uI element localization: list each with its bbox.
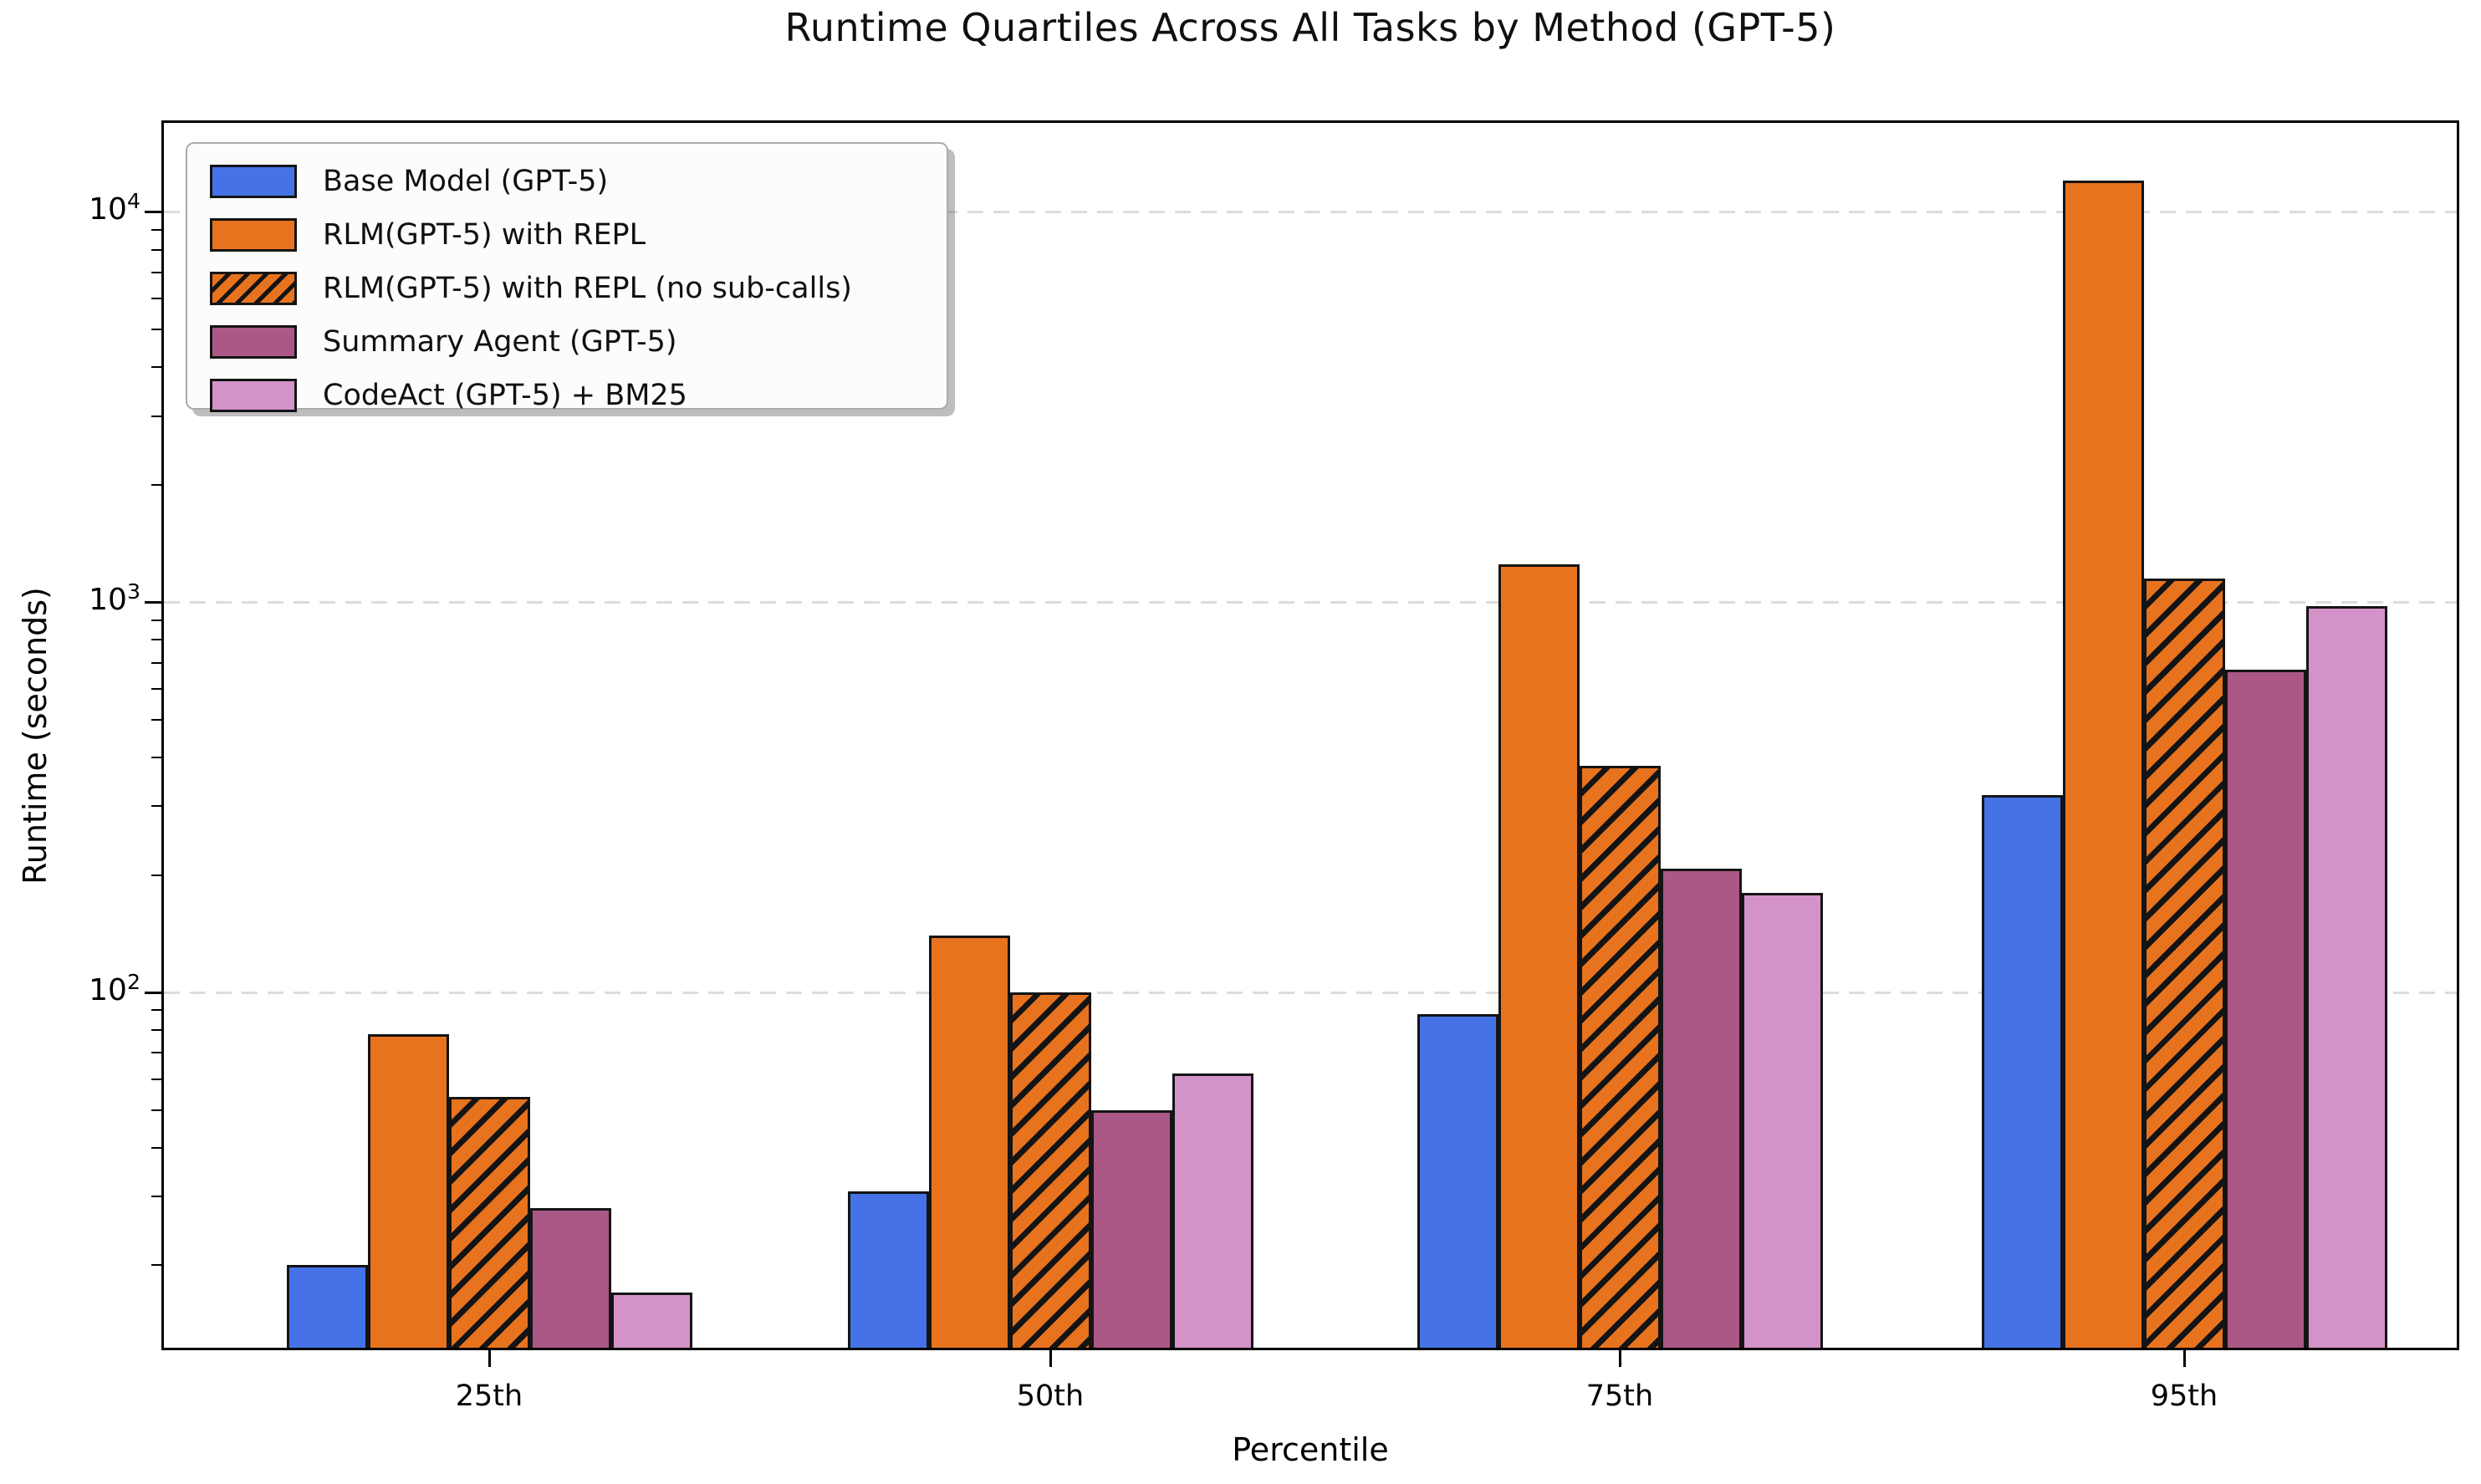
y-minor-tick <box>151 1029 161 1032</box>
bar <box>2224 670 2306 1350</box>
y-minor-tick <box>151 248 161 251</box>
legend-item-label: Summary Agent (GPT-5) <box>323 325 677 359</box>
legend-item: Base Model (GPT-5) <box>210 165 930 198</box>
y-minor-tick <box>151 271 161 273</box>
y-minor-tick <box>151 366 161 369</box>
y-minor-tick <box>151 1009 161 1012</box>
y-minor-tick <box>151 297 161 299</box>
y-major-tick <box>145 210 161 213</box>
y-minor-tick <box>151 1109 161 1111</box>
bar <box>610 1293 692 1350</box>
y-minor-tick <box>151 687 161 690</box>
bar <box>529 1208 611 1350</box>
bar <box>1579 766 1661 1350</box>
gridline <box>164 991 2457 994</box>
y-axis-label: Runtime (seconds) <box>17 587 54 885</box>
x-axis-label: Percentile <box>1232 1431 1389 1468</box>
bar <box>1009 992 1091 1350</box>
bar <box>2305 606 2387 1350</box>
legend-item: CodeAct (GPT-5) + BM25 <box>210 379 930 412</box>
legend-item: Summary Agent (GPT-5) <box>210 325 930 359</box>
bar <box>1090 1109 1172 1350</box>
legend-swatch <box>210 218 297 252</box>
y-minor-tick <box>151 415 161 417</box>
legend-swatch <box>210 379 297 412</box>
bar <box>2062 181 2144 1350</box>
x-major-tick <box>488 1350 491 1367</box>
y-minor-tick <box>151 483 161 486</box>
y-minor-tick <box>151 328 161 330</box>
gridline <box>164 210 2457 213</box>
y-minor-tick <box>151 1264 161 1267</box>
x-tick-label: 95th <box>2150 1379 2218 1413</box>
y-minor-tick <box>151 718 161 721</box>
bar <box>1417 1014 1498 1350</box>
plot-area <box>164 123 2457 1350</box>
bar <box>367 1034 449 1350</box>
bar <box>1660 868 1742 1350</box>
bar <box>1172 1073 1253 1350</box>
y-minor-tick <box>151 1196 161 1198</box>
bar <box>928 935 1010 1350</box>
x-tick-label: 50th <box>1016 1379 1085 1413</box>
x-tick-label: 25th <box>455 1379 523 1413</box>
y-minor-tick <box>151 1052 161 1054</box>
x-tick-label: 75th <box>1585 1379 1654 1413</box>
legend-item-label: RLM(GPT-5) with REPL (no sub-calls) <box>323 272 852 305</box>
x-major-tick <box>1618 1350 1621 1367</box>
y-major-tick <box>145 991 161 994</box>
legend: Base Model (GPT-5) RLM(GPT-5) with REPL RL… <box>186 142 948 412</box>
legend-item-label: RLM(GPT-5) with REPL <box>323 218 646 252</box>
y-tick-label: 103 <box>89 579 140 618</box>
y-minor-tick <box>151 1146 161 1149</box>
y-minor-tick <box>151 619 161 621</box>
y-minor-tick <box>151 639 161 641</box>
legend-item-label: CodeAct (GPT-5) + BM25 <box>323 379 687 412</box>
y-minor-tick <box>151 757 161 759</box>
legend-item: RLM(GPT-5) with REPL <box>210 218 930 252</box>
y-minor-tick <box>151 1078 161 1080</box>
bar <box>286 1265 368 1350</box>
y-minor-tick <box>151 874 161 876</box>
bar <box>1741 892 1823 1350</box>
bar <box>1981 795 2063 1350</box>
y-minor-tick <box>151 228 161 231</box>
legend-item: RLM(GPT-5) with REPL (no sub-calls) <box>210 272 930 305</box>
legend-swatch <box>210 325 297 359</box>
legend-swatch-hatched <box>210 272 297 305</box>
x-major-tick <box>1049 1350 1052 1367</box>
y-tick-label: 102 <box>89 970 140 1008</box>
legend-swatch <box>210 165 297 198</box>
bar <box>2143 578 2225 1350</box>
bar <box>448 1097 530 1350</box>
gridline <box>164 600 2457 604</box>
y-minor-tick <box>151 661 161 664</box>
y-minor-tick <box>151 805 161 808</box>
legend-item-label: Base Model (GPT-5) <box>323 165 609 198</box>
bar <box>1498 564 1580 1350</box>
bar <box>847 1191 929 1350</box>
y-major-tick <box>145 600 161 604</box>
x-major-tick <box>2182 1350 2186 1367</box>
y-tick-label: 104 <box>89 189 140 227</box>
chart-title: Runtime Quartiles Across All Tasks by Me… <box>784 5 1836 50</box>
